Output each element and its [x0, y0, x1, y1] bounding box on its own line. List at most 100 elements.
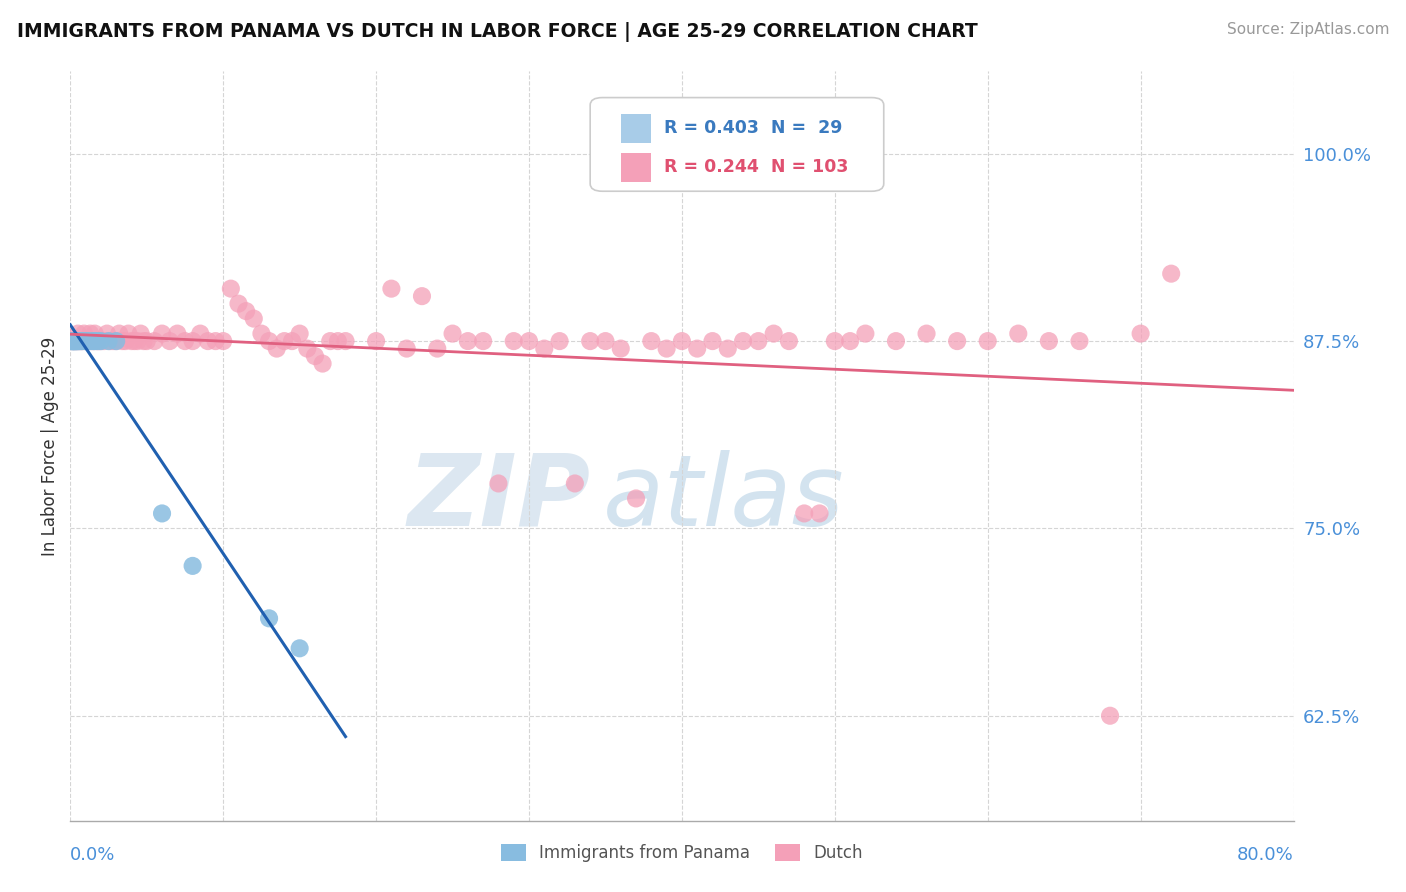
Point [111, 334, 134, 348]
Point [159, 334, 181, 348]
Point [762, 326, 785, 341]
Text: R = 0.403  N =  29: R = 0.403 N = 29 [664, 120, 842, 137]
Point [839, 334, 862, 348]
Point [188, 326, 211, 341]
Point [288, 641, 311, 656]
Point [77, 334, 100, 348]
Point [702, 334, 724, 348]
Point [1038, 334, 1060, 348]
Point [150, 326, 173, 341]
Point [426, 342, 449, 356]
Point [60, 334, 83, 348]
Point [204, 334, 226, 348]
Point [90, 334, 112, 348]
Point [60, 334, 83, 348]
Point [76, 334, 98, 348]
Point [63, 334, 86, 348]
Point [75, 334, 97, 348]
Point [824, 334, 846, 348]
Point [243, 311, 266, 326]
Point [273, 334, 295, 348]
Point [69, 334, 91, 348]
Point [411, 289, 433, 303]
Point [686, 342, 709, 356]
Point [62, 334, 84, 348]
Point [121, 334, 143, 348]
Point [610, 342, 633, 356]
Y-axis label: In Labor Force | Age 25-29: In Labor Force | Age 25-29 [41, 336, 59, 556]
Point [564, 476, 586, 491]
Point [63, 334, 86, 348]
Point [166, 326, 188, 341]
Point [87, 334, 110, 348]
Point [778, 334, 800, 348]
Point [235, 304, 257, 318]
Text: 0.0%: 0.0% [70, 846, 115, 863]
Point [297, 342, 319, 356]
Point [83, 326, 105, 341]
Point [311, 357, 333, 371]
Point [60, 334, 83, 348]
Point [70, 334, 93, 348]
Point [82, 334, 104, 348]
Point [79, 334, 101, 348]
Point [326, 334, 349, 348]
Point [72, 334, 94, 348]
Point [63, 334, 86, 348]
Point [517, 334, 540, 348]
Point [472, 334, 495, 348]
Point [181, 334, 204, 348]
Text: IMMIGRANTS FROM PANAMA VS DUTCH IN LABOR FORCE | AGE 25-29 CORRELATION CHART: IMMIGRANTS FROM PANAMA VS DUTCH IN LABOR… [17, 22, 977, 42]
Point [62, 334, 84, 348]
Text: ZIP: ZIP [408, 450, 591, 547]
Point [250, 326, 273, 341]
Point [395, 342, 418, 356]
Text: Source: ZipAtlas.com: Source: ZipAtlas.com [1226, 22, 1389, 37]
Point [60, 334, 83, 348]
Point [1160, 267, 1182, 281]
Bar [621, 153, 651, 181]
Point [808, 507, 831, 521]
Point [717, 342, 740, 356]
Point [976, 334, 998, 348]
Point [884, 334, 907, 348]
Text: 80.0%: 80.0% [1237, 846, 1294, 863]
Point [66, 334, 89, 348]
Point [257, 334, 280, 348]
Point [640, 334, 662, 348]
Point [96, 326, 118, 341]
Point [72, 334, 94, 348]
Point [212, 334, 235, 348]
Point [90, 334, 112, 348]
Point [65, 334, 87, 348]
Point [257, 611, 280, 625]
Point [502, 334, 524, 348]
Point [75, 334, 97, 348]
Point [105, 334, 128, 348]
Point [304, 349, 326, 363]
Point [65, 334, 87, 348]
Point [66, 326, 89, 341]
Point [441, 326, 464, 341]
Point [124, 334, 146, 348]
Point [105, 334, 128, 348]
Point [73, 326, 96, 341]
Point [228, 296, 250, 310]
Point [80, 334, 103, 348]
Legend: Immigrants from Panama, Dutch: Immigrants from Panama, Dutch [494, 837, 870, 869]
Point [108, 326, 131, 341]
Point [76, 334, 98, 348]
Point [66, 334, 89, 348]
Point [150, 507, 173, 521]
Point [93, 334, 115, 348]
Point [266, 342, 288, 356]
Point [595, 334, 617, 348]
Point [135, 334, 157, 348]
Point [1129, 326, 1152, 341]
Bar [621, 114, 651, 143]
Point [127, 334, 149, 348]
Point [174, 334, 197, 348]
Point [488, 476, 510, 491]
Point [1069, 334, 1091, 348]
Point [70, 334, 93, 348]
